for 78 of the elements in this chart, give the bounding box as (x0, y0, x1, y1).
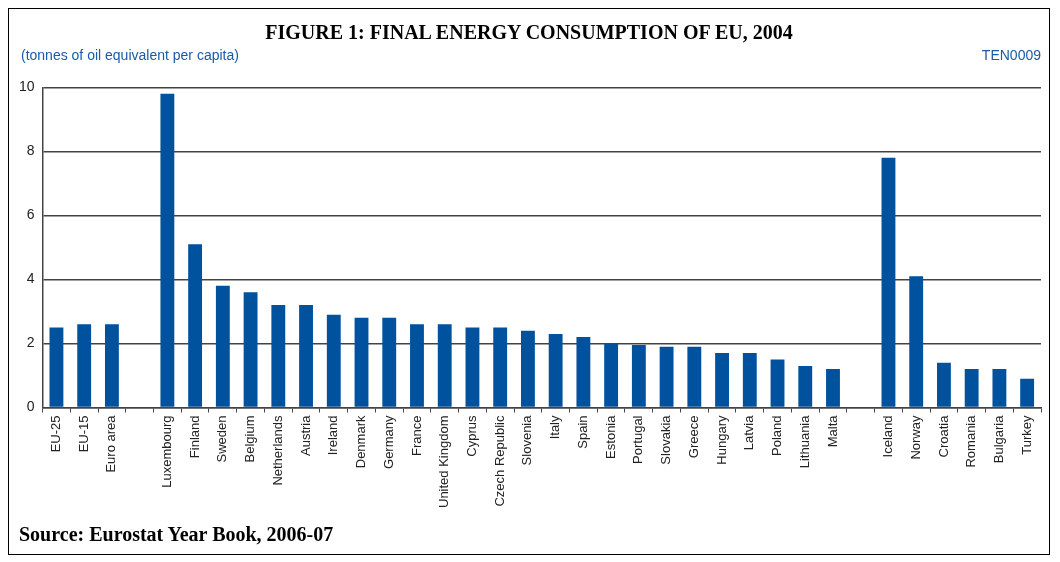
y-tick-label: 4 (26, 270, 35, 287)
x-tick-label: Malta (824, 414, 840, 448)
x-tick-label: Croatia (935, 414, 951, 458)
x-tick-label: Euro area (103, 414, 119, 473)
bar (382, 317, 397, 407)
x-tick-label: Estonia (602, 414, 618, 459)
x-tick-label: United Kingdom (436, 415, 452, 508)
bar (881, 157, 896, 407)
text: TEN0009 (981, 47, 1041, 63)
x-tick-label: Iceland (880, 415, 896, 458)
x-tick-label: Italy (547, 415, 563, 440)
bar (742, 353, 757, 407)
bar (77, 324, 92, 407)
y-axis-title: (tonnes of oil equivalent per capita) (21, 47, 239, 63)
x-tick-label: Norway (907, 415, 923, 460)
bar (326, 314, 341, 407)
bar (604, 343, 619, 407)
bar (465, 327, 480, 407)
bar (410, 324, 424, 407)
bar (770, 359, 785, 407)
x-tick-label: Spain (574, 415, 590, 449)
bar (1020, 378, 1035, 407)
x-tick-label: France (408, 415, 424, 456)
bar (354, 317, 369, 407)
bar (659, 346, 674, 407)
bar (548, 333, 563, 407)
x-tick-label: Denmark (353, 415, 369, 469)
bar (631, 345, 646, 407)
y-tick-label: 6 (26, 206, 35, 223)
bar (437, 324, 452, 407)
bar (271, 305, 286, 407)
x-tick-label: Latvia (741, 414, 757, 451)
x-tick-label: Romania (963, 414, 979, 468)
x-tick-label: Slovakia (658, 414, 674, 465)
x-tick-label: Bulgaria (990, 414, 1006, 464)
bar (798, 365, 813, 407)
bar (160, 93, 175, 407)
x-tick-label: Netherlands (269, 415, 285, 486)
x-tick-label: Cyprus (464, 415, 480, 457)
x-tick-label: Turkey (1018, 415, 1034, 455)
x-tick-label: EU-25 (48, 415, 64, 453)
bar (826, 369, 840, 407)
x-tick-label: Finland (186, 415, 202, 459)
x-tick-label: Belgium (242, 415, 258, 463)
x-tick-label: Germany (380, 415, 396, 469)
bar (687, 346, 702, 407)
bar (215, 285, 230, 407)
y-tick-label: 0 (26, 398, 35, 415)
bar (909, 276, 924, 407)
bar (992, 369, 1007, 407)
x-tick-label: Luxembourg (158, 415, 174, 488)
bar (715, 353, 729, 407)
bar (299, 305, 313, 407)
x-tick-label: EU-15 (75, 415, 91, 453)
source-note: Source: Eurostat Year Book, 2006-07 (19, 523, 334, 546)
bar (188, 244, 203, 407)
bar (964, 369, 979, 407)
bar (493, 327, 508, 407)
x-tick-label: Portugal (630, 415, 646, 464)
x-tick-label: Greece (685, 415, 701, 459)
bar (49, 327, 64, 407)
x-tick-label: Czech Republic (491, 415, 507, 507)
bar (243, 292, 258, 407)
y-tick-label: 8 (26, 142, 35, 159)
y-tick-label: 10 (18, 78, 35, 95)
bar (576, 337, 591, 407)
x-tick-label: Ireland (325, 415, 341, 456)
x-tick-label: Poland (769, 415, 785, 456)
y-tick-label: 2 (26, 334, 35, 351)
x-tick-label: Sweden (214, 415, 230, 463)
bar (520, 330, 535, 407)
x-tick-label: Austria (297, 414, 313, 456)
x-tick-label: Slovenia (519, 414, 535, 466)
x-tick-label: Lithuania (796, 414, 812, 469)
bar (937, 362, 951, 407)
bar (104, 324, 119, 407)
chart-title: FIGURE 1: FINAL ENERGY CONSUMPTION OF EU, 2004 (264, 21, 794, 44)
x-tick-label: Hungary (713, 415, 729, 465)
